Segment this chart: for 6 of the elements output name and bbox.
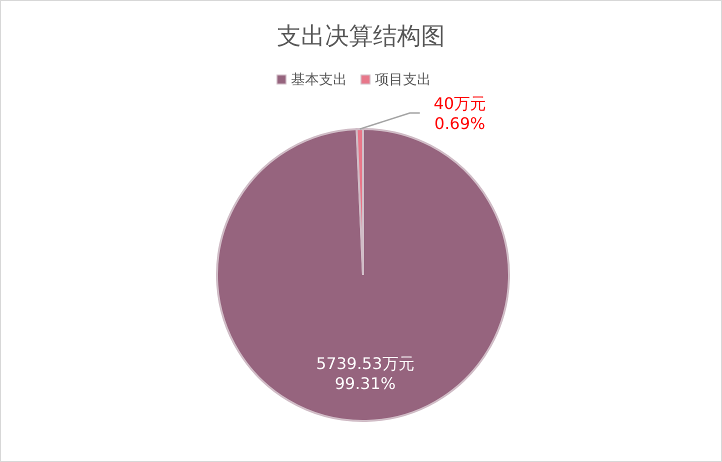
legend-label: 基本支出 [291, 72, 347, 88]
legend-label: 项目支出 [375, 72, 431, 88]
data-label: 5739.53万元 99.31% [316, 354, 414, 394]
pie-slice [216, 128, 510, 422]
data-label: 40万元 0.69% [434, 94, 486, 134]
chart-title: 支出决算结构图 [277, 22, 445, 50]
